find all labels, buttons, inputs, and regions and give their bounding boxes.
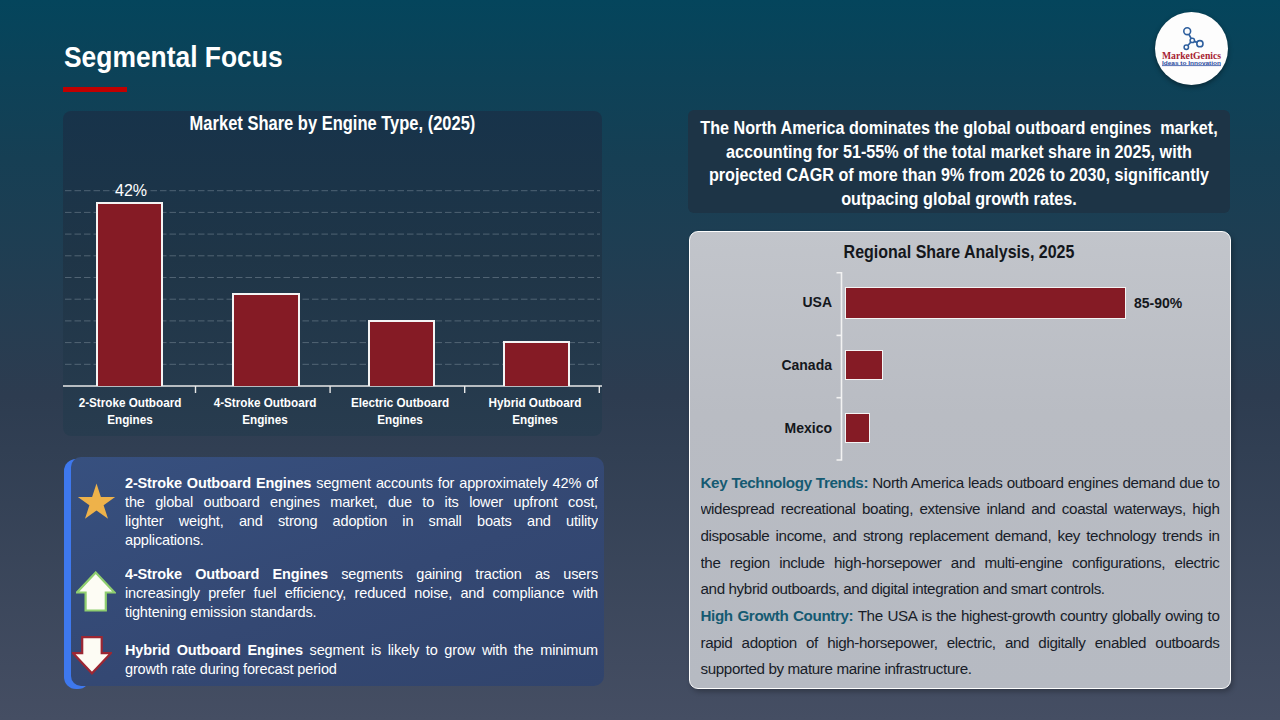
svg-text:Ideas to Innovation: Ideas to Innovation [1162,60,1222,66]
